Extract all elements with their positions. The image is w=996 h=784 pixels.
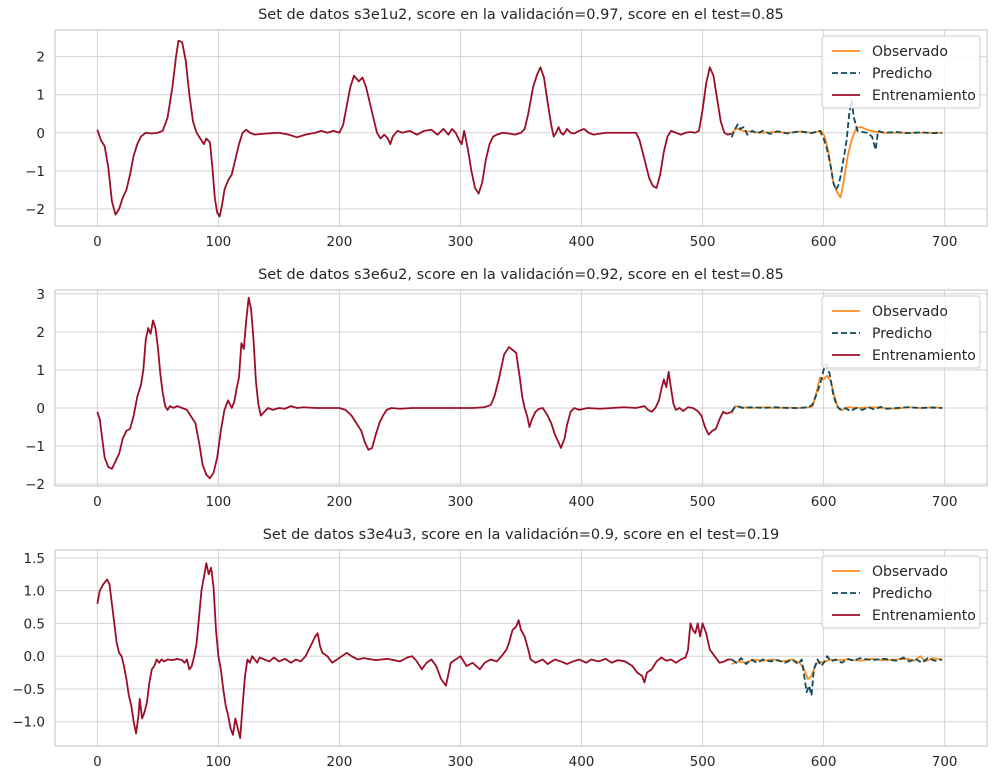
x-tick-label: 400	[569, 754, 595, 770]
y-tick-label: 0	[36, 401, 45, 417]
subplot-title: Set de datos s3e6u2, score en la validac…	[258, 267, 784, 283]
y-tick-label: −2	[25, 202, 45, 218]
subplot-1: Set de datos s3e1u2, score en la validac…	[25, 7, 988, 250]
y-tick-label: 2	[36, 325, 45, 341]
x-tick-label: 600	[811, 494, 837, 510]
x-tick-label: 500	[690, 494, 716, 510]
x-tick-label: 0	[93, 234, 102, 250]
subplot-2: Set de datos s3e6u2, score en la validac…	[25, 267, 988, 510]
y-tick-label: 1	[36, 363, 45, 379]
axes-frame	[54, 29, 988, 227]
legend: Observado Predicho Entrenamiento	[821, 555, 981, 629]
x-tick-label: 200	[327, 754, 353, 770]
y-tick-label: 1	[36, 88, 45, 104]
legend-label-predicho: Predicho	[872, 326, 932, 342]
subplot-title: Set de datos s3e1u2, score en la validac…	[258, 7, 784, 23]
y-tick-label: −1	[25, 164, 45, 180]
x-tick-label: 700	[932, 494, 958, 510]
legend-label-observado: Observado	[872, 564, 948, 580]
x-tick-label: 200	[327, 234, 353, 250]
y-tick-label: 0.5	[24, 616, 45, 632]
series-line-predicho	[731, 655, 943, 697]
x-tick-label: 200	[327, 494, 353, 510]
y-tick-label: −0.5	[12, 682, 45, 698]
y-tick-label: 1.5	[24, 551, 45, 567]
legend-label-observado: Observado	[872, 304, 948, 320]
y-tick-label: 3	[36, 287, 45, 303]
x-tick-label: 300	[448, 234, 474, 250]
y-tick-label: −1	[25, 439, 45, 455]
x-tick-label: 600	[811, 234, 837, 250]
axes-frame	[54, 549, 988, 747]
x-tick-label: 500	[690, 754, 716, 770]
x-tick-label: 100	[206, 234, 232, 250]
x-tick-label: 100	[206, 754, 232, 770]
series-line-entrenamiento	[96, 562, 732, 740]
x-tick-label: 400	[569, 234, 595, 250]
legend: Observado Predicho Entrenamiento	[821, 295, 981, 369]
x-tick-label: 300	[448, 494, 474, 510]
legend-box	[821, 555, 981, 629]
y-tick-label: 2	[36, 50, 45, 66]
x-tick-label: 100	[206, 494, 232, 510]
legend-label-entrenamiento: Entrenamiento	[872, 88, 976, 104]
subplot-title: Set de datos s3e4u3, score en la validac…	[263, 527, 780, 543]
x-tick-label: 500	[690, 234, 716, 250]
x-tick-label: 0	[93, 494, 102, 510]
x-tick-label: 700	[932, 754, 958, 770]
legend-label-predicho: Predicho	[872, 66, 932, 82]
legend-label-entrenamiento: Entrenamiento	[872, 608, 976, 624]
series-line-entrenamiento	[96, 296, 732, 480]
x-tick-label: 0	[93, 754, 102, 770]
legend-box	[821, 295, 981, 369]
y-tick-label: 0.0	[24, 649, 45, 665]
x-tick-label: 600	[811, 754, 837, 770]
y-tick-label: −1.0	[12, 715, 45, 731]
x-tick-label: 300	[448, 754, 474, 770]
y-tick-label: 0	[36, 126, 45, 142]
series-line-predicho	[730, 363, 943, 413]
y-tick-label: −2	[25, 477, 45, 493]
y-tick-label: 1.0	[24, 584, 45, 600]
series-line-entrenamiento	[96, 39, 732, 218]
legend-box	[821, 35, 981, 109]
subplot-3: Set de datos s3e4u3, score en la validac…	[12, 527, 988, 770]
legend-label-entrenamiento: Entrenamiento	[872, 348, 976, 364]
axes-frame	[54, 289, 988, 487]
x-tick-label: 700	[932, 234, 958, 250]
series-line-predicho	[730, 99, 943, 191]
x-tick-label: 400	[569, 494, 595, 510]
legend: Observado Predicho Entrenamiento	[821, 35, 981, 109]
legend-label-predicho: Predicho	[872, 586, 932, 602]
legend-label-observado: Observado	[872, 44, 948, 60]
